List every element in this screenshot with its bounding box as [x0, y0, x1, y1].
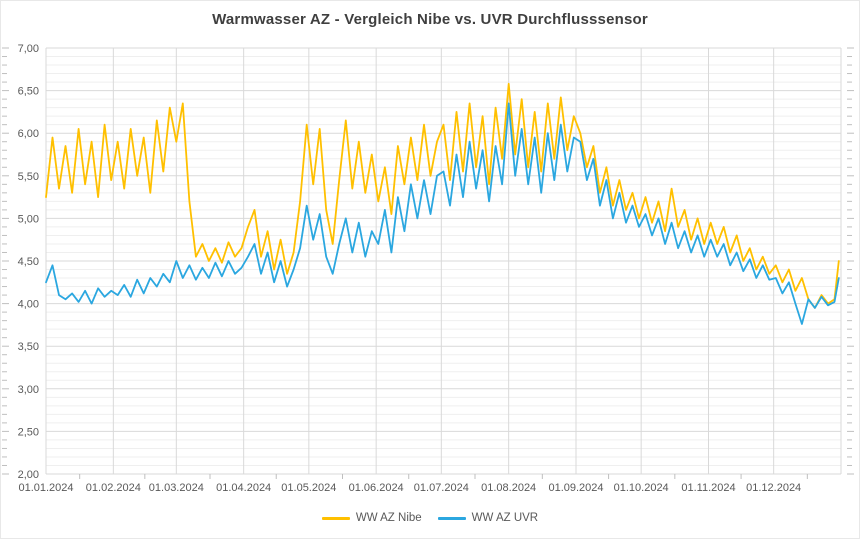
legend-label-uvr: WW AZ UVR [471, 512, 539, 524]
svg-text:01.06.2024: 01.06.2024 [349, 482, 404, 494]
gridlines-major [46, 47, 841, 475]
chart-title: Warmwasser AZ - Vergleich Nibe vs. UVR D… [212, 11, 648, 28]
svg-text:01.10.2024: 01.10.2024 [614, 482, 669, 494]
svg-text:3,00: 3,00 [18, 384, 39, 396]
x-axis-labels: 01.01.2024 01.02.2024 01.03.2024 01.04.2024… [18, 482, 801, 494]
value-axis-ticks [2, 47, 854, 475]
svg-text:6,50: 6,50 [18, 86, 39, 98]
series-line-nibe [45, 82, 840, 309]
nibe-line-swatch [321, 516, 350, 520]
svg-text:2,00: 2,00 [18, 469, 39, 481]
svg-text:01.07.2024: 01.07.2024 [414, 482, 469, 494]
svg-text:01.03.2024: 01.03.2024 [149, 482, 204, 494]
svg-text:2,50: 2,50 [18, 426, 39, 438]
svg-text:5,00: 5,00 [18, 213, 39, 225]
category-axis-ticks [79, 474, 808, 479]
legend-item-uvr: WW AZ UVR [437, 512, 539, 524]
svg-text:4,50: 4,50 [18, 256, 39, 268]
svg-text:01.12.2024: 01.12.2024 [746, 482, 801, 494]
svg-text:01.01.2024: 01.01.2024 [18, 482, 73, 494]
legend-label-nibe: WW AZ Nibe [355, 512, 422, 524]
y-axis-labels: 7,00 6,50 6,00 5,50 5,00 4,50 4,00 3,50 3,00 2,50… [18, 43, 39, 481]
svg-text:01.04.2024: 01.04.2024 [216, 482, 271, 494]
svg-text:5,50: 5,50 [18, 171, 39, 183]
svg-text:6,00: 6,00 [18, 128, 39, 140]
gridlines-vertical [45, 48, 842, 474]
chart-legend: WW AZ Nibe WW AZ UVR [1, 512, 859, 524]
series-line-uvr [45, 102, 840, 325]
legend-item-nibe: WW AZ Nibe [321, 512, 422, 524]
svg-text:01.02.2024: 01.02.2024 [86, 482, 141, 494]
svg-text:7,00: 7,00 [18, 43, 39, 55]
svg-text:01.11.2024: 01.11.2024 [681, 482, 735, 494]
svg-text:01.08.2024: 01.08.2024 [481, 482, 536, 494]
svg-text:01.09.2024: 01.09.2024 [548, 482, 603, 494]
svg-text:01.05.2024: 01.05.2024 [281, 482, 336, 494]
uvr-line-swatch [437, 516, 466, 520]
svg-text:3,50: 3,50 [18, 341, 39, 353]
svg-text:4,00: 4,00 [18, 299, 39, 311]
